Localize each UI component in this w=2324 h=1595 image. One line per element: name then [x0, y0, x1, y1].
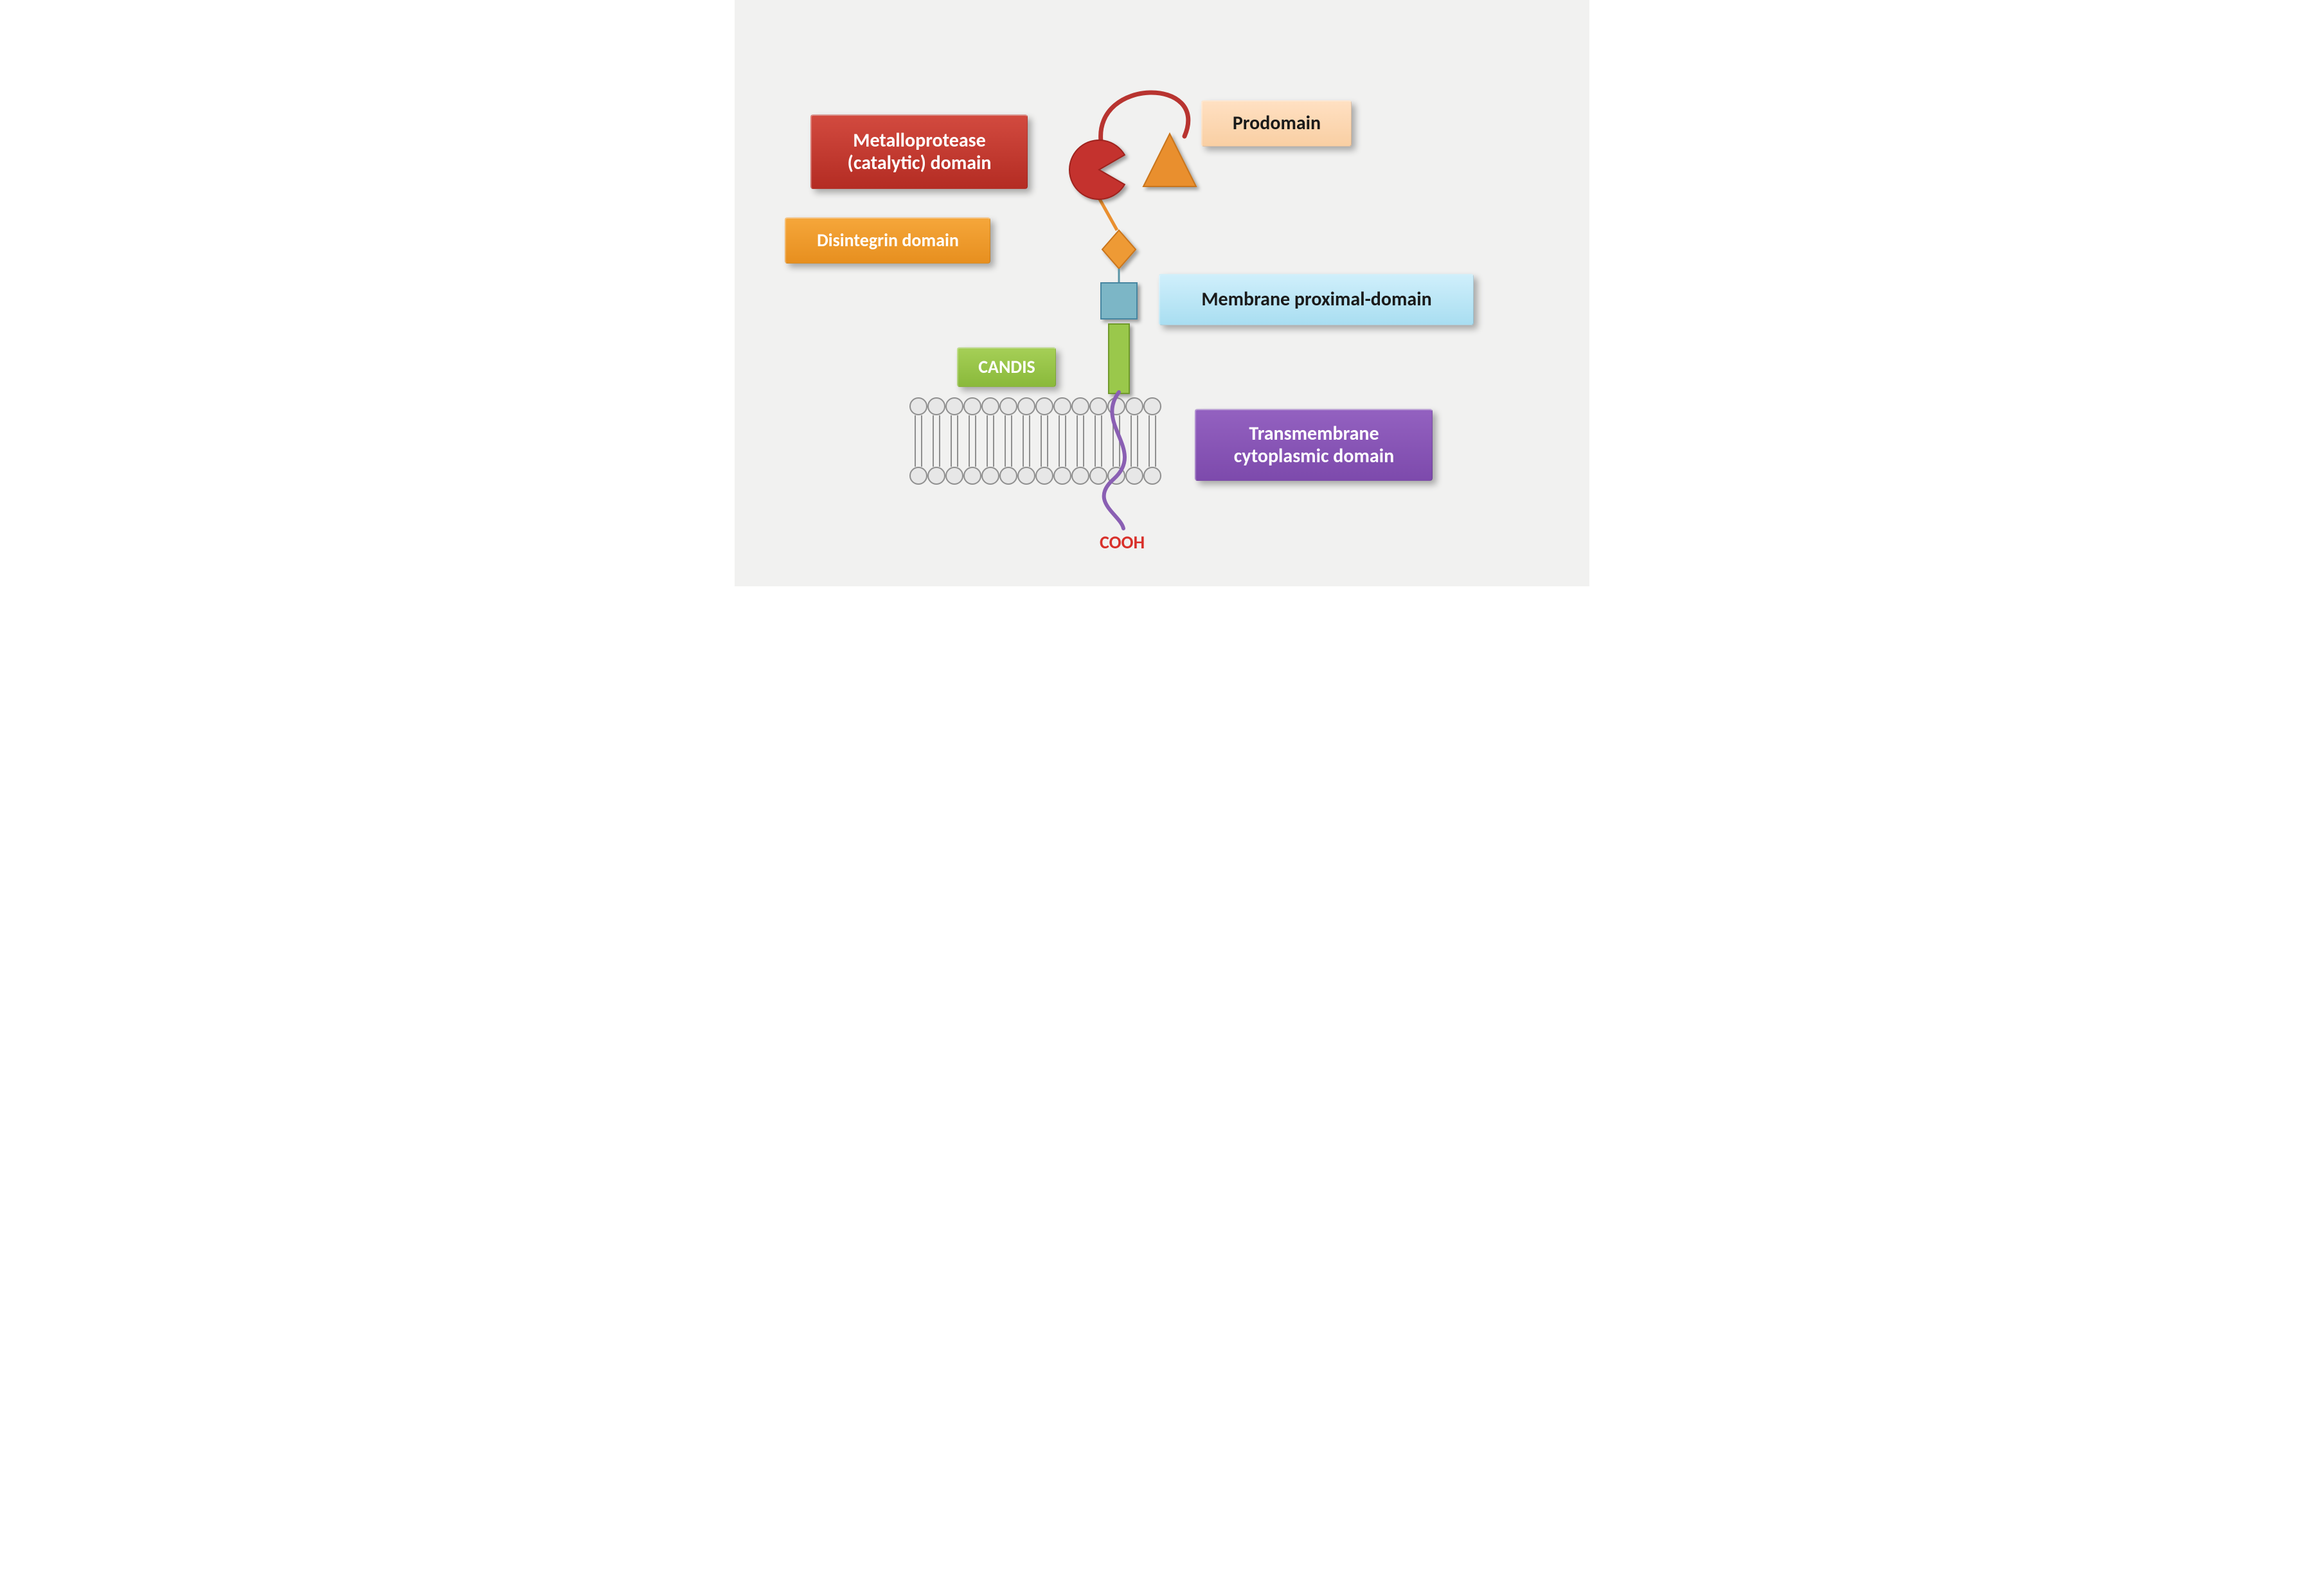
diagram-canvas: Metalloprotease (catalytic) domain Prodo…	[735, 0, 1589, 586]
disintegrin-label: Disintegrin domain	[785, 217, 990, 264]
transmembrane-label: Transmembrane cytoplasmic domain	[1195, 409, 1433, 481]
cooh-terminus-label: COOH	[1100, 531, 1145, 554]
metalloprotease-label: Metalloprotease (catalytic) domain	[810, 114, 1028, 189]
candis-label: CANDIS	[957, 347, 1056, 387]
lipid-bilayer	[909, 397, 1166, 487]
membrane-proximal-label: Membrane proximal-domain	[1159, 274, 1474, 325]
prodomain-label: Prodomain	[1201, 100, 1352, 147]
